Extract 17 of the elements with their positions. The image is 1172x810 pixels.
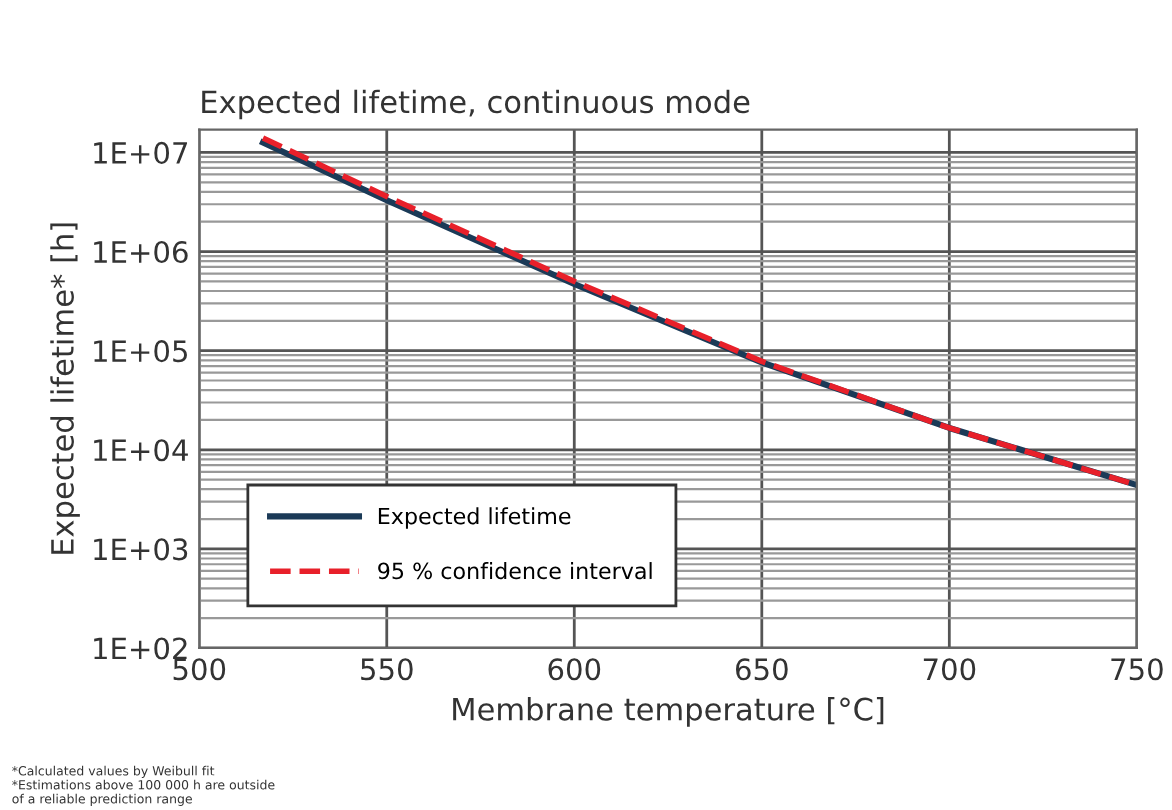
- y-tick-label: 1E+05: [94, 340, 187, 363]
- x-tick-label: 550: [361, 658, 413, 681]
- x-tick-label: 500: [173, 658, 226, 681]
- x-axis-title: Membrane temperature [°C]: [453, 697, 884, 727]
- y-tick-label: 1E+03: [94, 538, 188, 561]
- legend-label: 95 % confidence interval: [378, 562, 652, 580]
- y-axis-title: Expected lifetime* [h]: [50, 223, 80, 554]
- x-tick-label: 750: [1111, 658, 1163, 681]
- legend-label: Expected lifetime: [378, 507, 571, 529]
- y-tick-label: 1E+02: [94, 637, 187, 660]
- y-tick-label: 1E+06: [94, 240, 188, 264]
- y-tick-label: 1E+04: [94, 439, 188, 462]
- x-tick-label: 600: [548, 658, 601, 681]
- chart-title: Expected lifetime, continuous mode: [202, 89, 750, 120]
- x-tick-label: 650: [736, 658, 788, 681]
- y-tick-label: 1E+07: [94, 141, 188, 164]
- x-tick-label: 700: [923, 658, 976, 681]
